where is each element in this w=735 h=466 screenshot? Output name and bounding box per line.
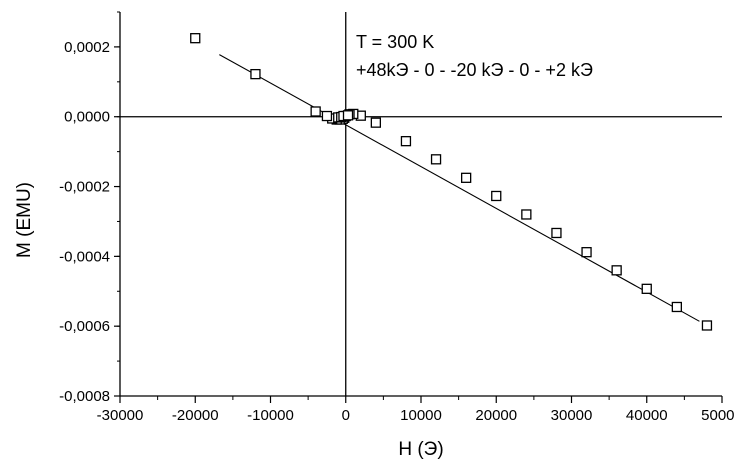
y-tick-label: -0,0006 bbox=[59, 318, 110, 335]
y-tick-label: -0,0002 bbox=[59, 179, 110, 196]
data-point bbox=[430, 154, 442, 165]
data-point bbox=[321, 110, 333, 122]
annotation-field-sequence: +48kЭ - 0 - -20 kЭ - 0 - +2 kЭ bbox=[356, 60, 593, 80]
fit-line-group bbox=[219, 54, 700, 322]
fit-line bbox=[219, 54, 700, 322]
data-point bbox=[370, 117, 382, 128]
data-point bbox=[701, 320, 713, 331]
x-axis-title: H (Э) bbox=[398, 439, 443, 460]
annotation-temperature: T = 300 K bbox=[356, 32, 434, 52]
data-point bbox=[641, 283, 652, 294]
x-ticks: -30000 -20000 -10000 0 10000 20000 30000 40000 5… bbox=[97, 396, 735, 424]
data-point bbox=[190, 33, 201, 44]
data-point bbox=[671, 301, 682, 313]
data-point bbox=[521, 209, 532, 220]
data-point bbox=[551, 227, 562, 239]
y-tick-label: -0,0008 bbox=[59, 388, 110, 405]
y-tick-label: -0,0004 bbox=[59, 248, 110, 265]
data-point bbox=[611, 265, 622, 276]
x-tick-label: -20000 bbox=[172, 407, 219, 424]
data-point bbox=[581, 247, 592, 258]
y-tick-label: 0,0002 bbox=[64, 39, 110, 56]
x-tick-label: 40000 bbox=[626, 407, 668, 424]
data-point bbox=[491, 190, 502, 202]
y-tick-label: 0,0000 bbox=[64, 109, 110, 126]
data-point bbox=[342, 110, 354, 121]
x-tick-label: -30000 bbox=[97, 407, 144, 424]
y-ticks: 0,0002 0,0000 -0,0002 -0,0004 -0,0006 -0,0008 bbox=[59, 11, 120, 405]
data-point bbox=[460, 172, 472, 183]
x-tick-label: 10000 bbox=[400, 407, 442, 424]
x-tick-label: 0 bbox=[342, 407, 350, 424]
data-point bbox=[250, 68, 261, 80]
x-tick-label: 20000 bbox=[475, 407, 517, 424]
x-tick-label: 30000 bbox=[551, 407, 593, 424]
x-tick-label: -10000 bbox=[247, 407, 294, 424]
data-point bbox=[400, 136, 412, 147]
data-point bbox=[310, 106, 321, 117]
zero-lines bbox=[120, 12, 722, 396]
markers-group bbox=[190, 33, 713, 331]
y-axis-title: M (EMU) bbox=[14, 182, 35, 258]
